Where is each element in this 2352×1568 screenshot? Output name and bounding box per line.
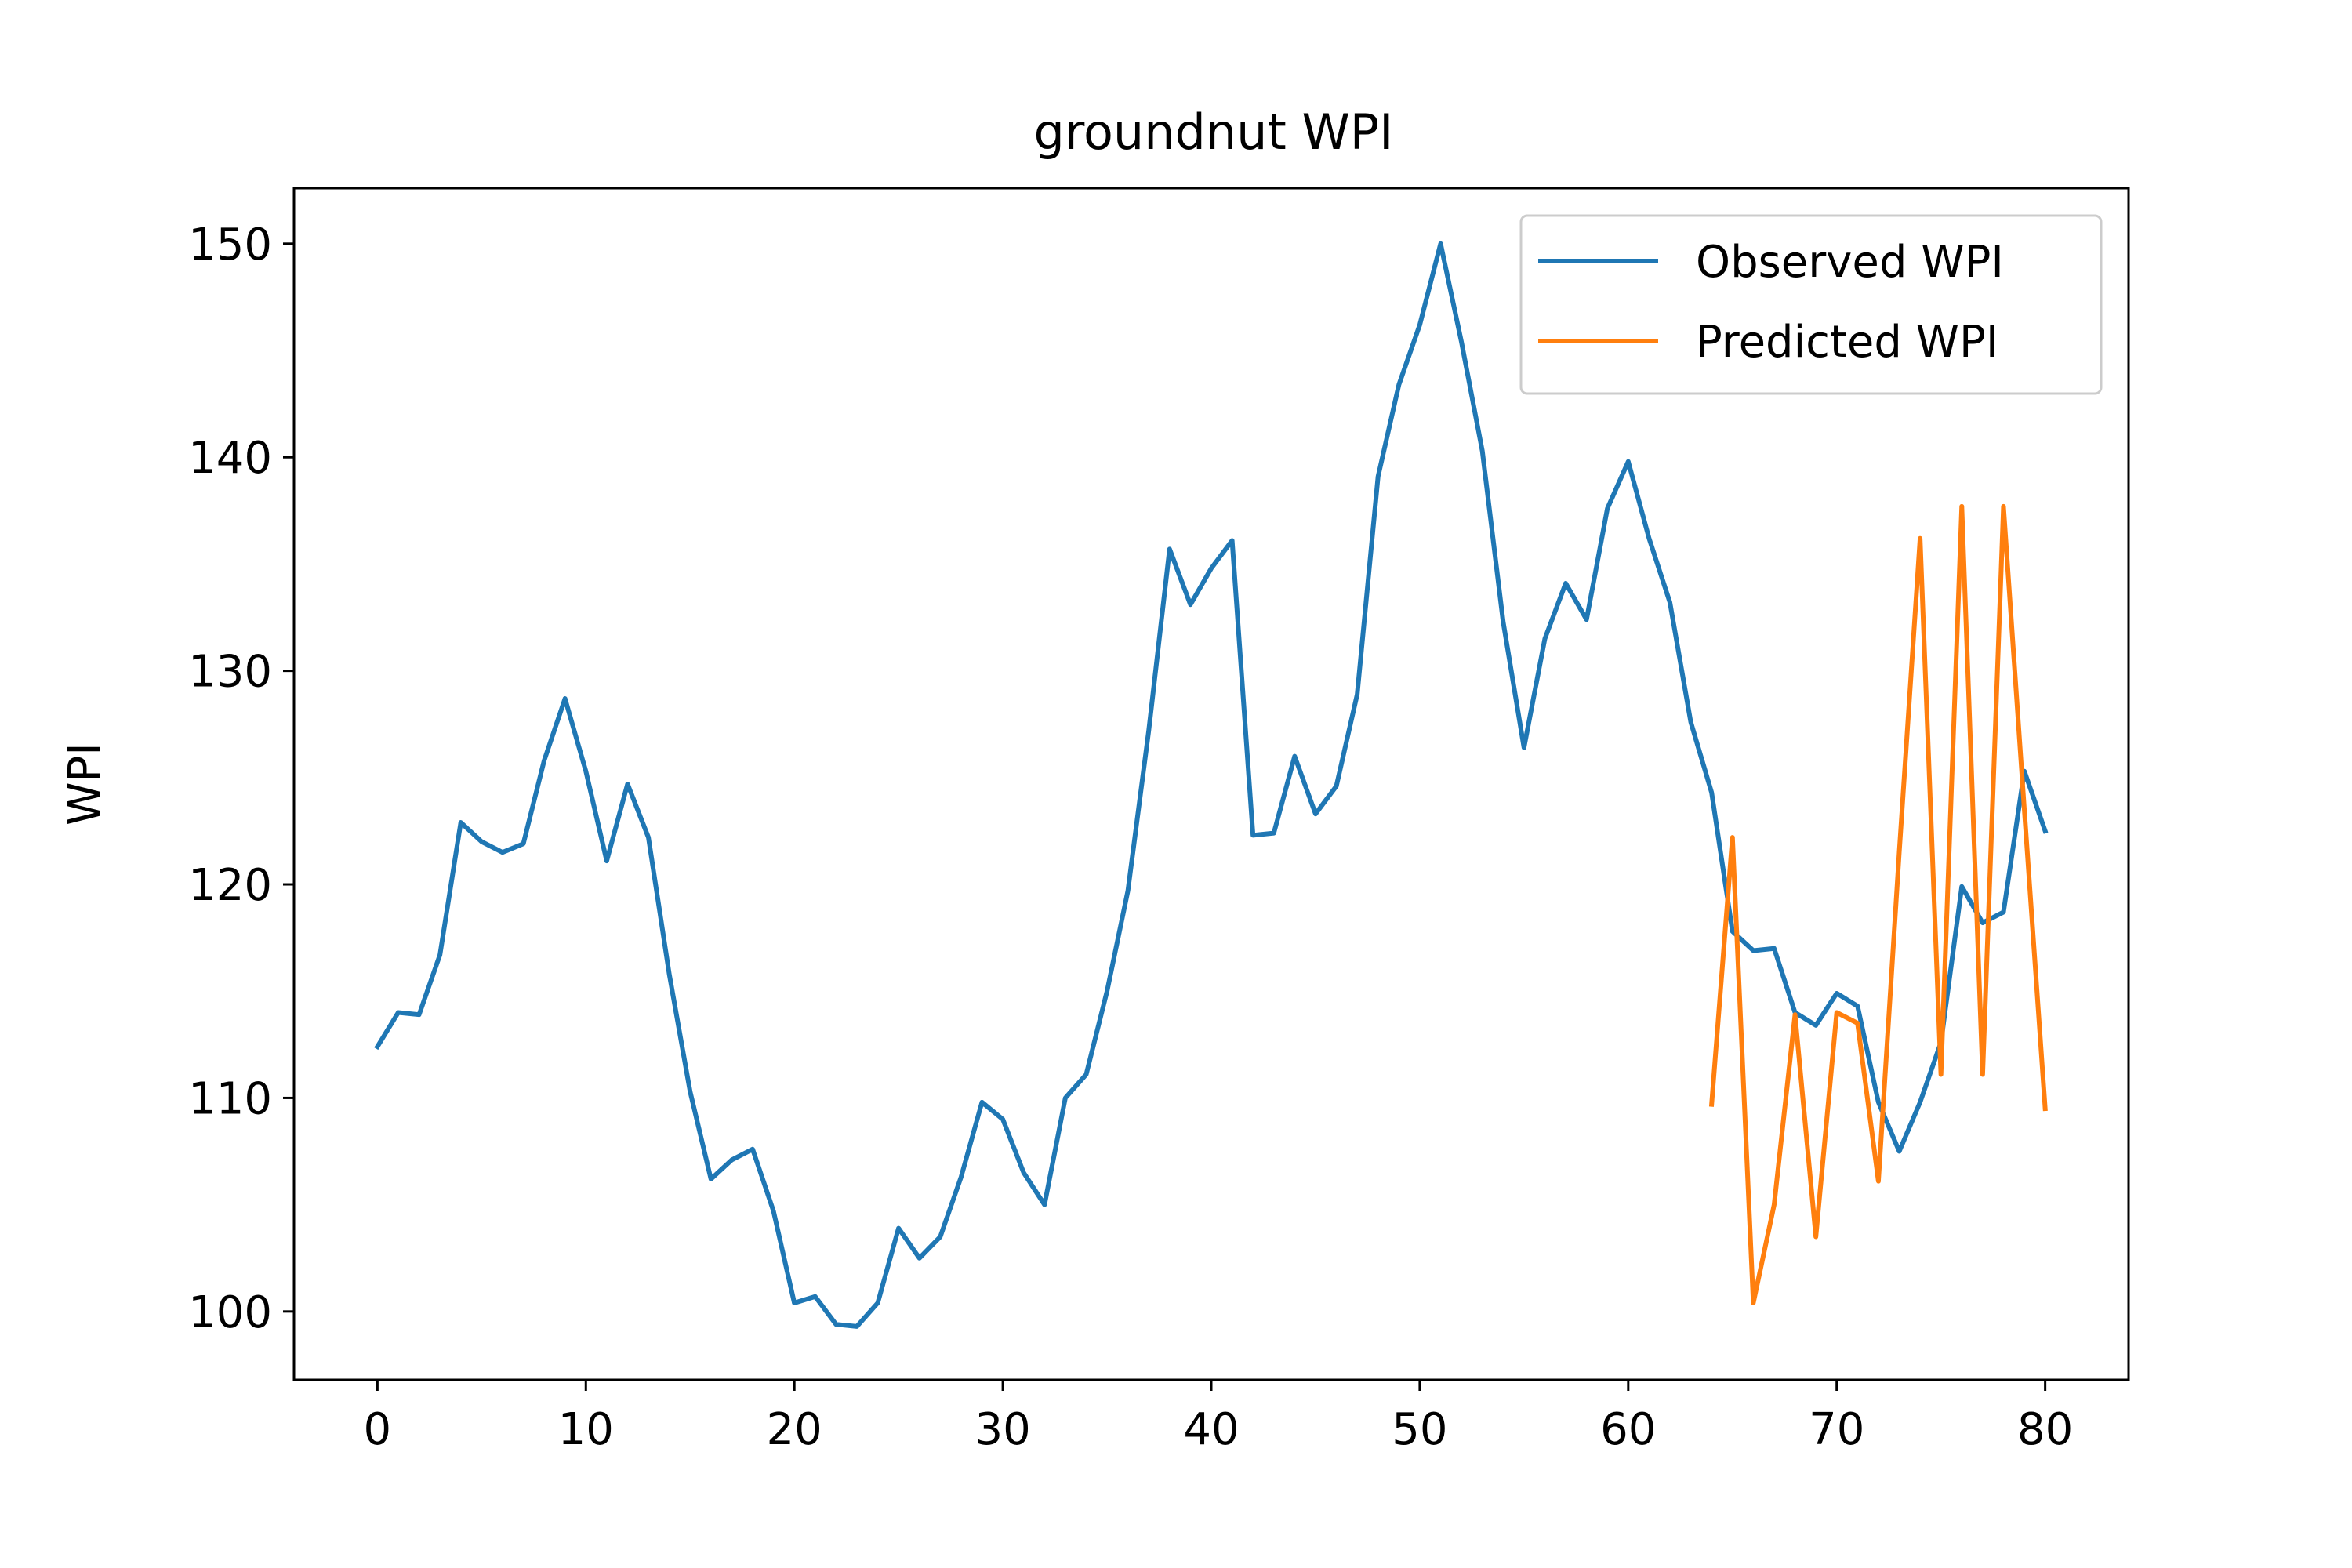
y-tick-label: 120 bbox=[188, 860, 272, 911]
series-line-observed bbox=[374, 241, 2049, 1329]
y-tick-label: 100 bbox=[188, 1287, 272, 1338]
y-tick-label: 150 bbox=[188, 220, 272, 270]
y-tick-label: 140 bbox=[188, 433, 272, 484]
y-axis-label: WPI bbox=[60, 742, 111, 826]
x-tick-label: 60 bbox=[1600, 1404, 1656, 1455]
series-line-predicted bbox=[1708, 503, 2048, 1305]
x-tick-label: 0 bbox=[364, 1404, 392, 1455]
legend-frame bbox=[1519, 214, 2103, 395]
x-axis: 0 10 20 30 40 50 60 70 80 bbox=[364, 1380, 2073, 1455]
legend-label-predicted: Predicted WPI bbox=[1696, 317, 1998, 368]
legend: Observed WPI Predicted WPI bbox=[1519, 214, 2103, 395]
series-layer bbox=[374, 241, 2049, 1329]
y-axis: 100 110 120 130 140 150 bbox=[188, 220, 294, 1338]
x-tick-label: 70 bbox=[1809, 1404, 1864, 1455]
y-tick-label: 130 bbox=[188, 647, 272, 698]
x-tick-label: 10 bbox=[558, 1404, 614, 1455]
legend-label-observed: Observed WPI bbox=[1696, 237, 2004, 288]
x-tick-label: 80 bbox=[2017, 1404, 2073, 1455]
x-tick-label: 30 bbox=[975, 1404, 1030, 1455]
y-tick-label: 110 bbox=[188, 1073, 272, 1124]
chart-title: groundnut WPI bbox=[1034, 103, 1394, 161]
x-tick-label: 50 bbox=[1392, 1404, 1447, 1455]
x-tick-label: 40 bbox=[1183, 1404, 1239, 1455]
x-tick-label: 20 bbox=[767, 1404, 822, 1455]
